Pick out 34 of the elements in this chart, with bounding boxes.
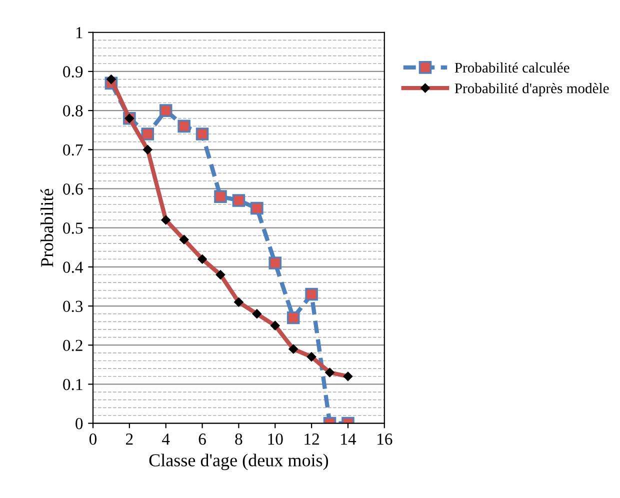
y-tick-label: 0.9: [63, 66, 83, 78]
y-tick-label: 0.4: [63, 262, 84, 273]
point: [286, 311, 300, 324]
x-tick-label: 16: [378, 434, 392, 445]
x-tick-label: 10: [268, 434, 283, 445]
point: [196, 128, 209, 140]
y-tick-label: 1: [76, 27, 82, 38]
point: [268, 256, 282, 270]
y-axis-title: Probabilité: [40, 188, 54, 267]
legend-label: Probabilité d'après modèle: [454, 82, 609, 96]
point: [214, 190, 227, 203]
y-tick-label: 0.3: [63, 300, 83, 312]
y-tick-label: 0.7: [63, 144, 83, 156]
x-tick-label: 12: [304, 434, 319, 445]
point: [178, 120, 190, 133]
x-tick-label: 8: [235, 434, 242, 445]
point: [250, 202, 264, 215]
legend-label: Probabilité calculée: [454, 62, 570, 73]
x-axis-title: Classe d'age (deux mois): [149, 454, 328, 470]
y-tick-label: 0.2: [63, 340, 82, 352]
y-tick-label: 0.1: [63, 378, 82, 390]
point: [232, 194, 246, 207]
y-tick-label: 0.6: [63, 183, 83, 195]
point: [141, 128, 154, 140]
x-tick-label: 14: [341, 434, 356, 445]
point: [159, 104, 172, 117]
x-tick-label: 0: [89, 434, 97, 445]
y-tick-label: 0: [76, 418, 83, 430]
x-tick-label: 2: [126, 434, 133, 445]
x-tick-label: 6: [198, 434, 206, 445]
y-tick-label: 0.5: [63, 222, 83, 234]
y-tick-label: 0.8: [63, 105, 83, 117]
x-tick-label: 4: [162, 434, 170, 445]
point: [305, 288, 318, 301]
